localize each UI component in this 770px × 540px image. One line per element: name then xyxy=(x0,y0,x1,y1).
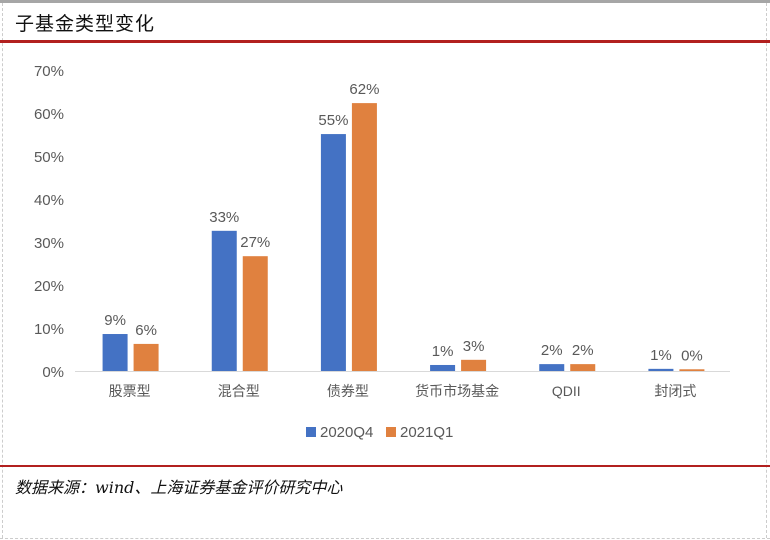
legend-label: 2020Q4 xyxy=(320,424,373,441)
bar-chart: 0% 10% 20% 30% 40% 50% 60% 70% 股票型 9% 6% 混合型 33%27% 债… xyxy=(34,63,730,441)
data-label: 1% xyxy=(432,343,454,360)
data-label: 9% xyxy=(104,312,126,329)
legend-swatch-2020Q4 xyxy=(306,427,316,437)
data-label: 6% xyxy=(135,322,157,339)
data-label: 2% xyxy=(541,342,563,359)
y-tick-label: 40% xyxy=(34,192,64,209)
y-tick-label: 0% xyxy=(42,364,64,381)
data-label: 0% xyxy=(681,347,703,364)
y-tick-label: 30% xyxy=(34,235,64,252)
source-note: 数据来源：wind、上海证券基金评价研究中心 xyxy=(15,478,343,497)
legend-swatch-2021Q1 xyxy=(386,427,396,437)
bar-2021Q1 xyxy=(133,343,159,371)
x-tick-label: 债券型 xyxy=(327,383,369,399)
data-label: 2% xyxy=(572,342,594,359)
data-label: 3% xyxy=(463,338,485,355)
left-border xyxy=(2,3,4,538)
bar-2021Q1 xyxy=(242,256,268,371)
bar-2020Q4 xyxy=(211,230,237,371)
y-tick-label: 10% xyxy=(34,321,64,338)
bar-2021Q1 xyxy=(570,364,596,371)
bar-2021Q1 xyxy=(461,359,487,371)
chart-title: 子基金类型变化 xyxy=(15,13,156,35)
right-border xyxy=(766,3,768,538)
y-tick-label: 60% xyxy=(34,106,64,123)
x-tick-label: 封闭式 xyxy=(654,383,696,399)
bar-2020Q4 xyxy=(320,134,346,371)
data-label: 62% xyxy=(349,81,379,98)
data-label: 27% xyxy=(240,234,270,251)
y-tick-label: 50% xyxy=(34,149,64,166)
top-border xyxy=(0,0,770,3)
x-tick-label: QDII xyxy=(552,383,581,399)
bar-2020Q4 xyxy=(539,364,565,371)
x-tick-label: 股票型 xyxy=(109,383,151,399)
bar-2021Q1 xyxy=(351,103,377,372)
bottom-border xyxy=(0,538,770,539)
legend-label: 2021Q1 xyxy=(400,424,453,441)
data-label: 55% xyxy=(318,112,348,129)
data-label: 33% xyxy=(209,209,239,226)
x-tick-label: 货币市场基金 xyxy=(415,383,499,399)
title-divider xyxy=(0,40,770,43)
data-label: 1% xyxy=(650,347,672,364)
bar-2020Q4 xyxy=(102,334,128,371)
source-divider xyxy=(0,465,770,467)
bar-2021Q1 xyxy=(679,369,705,371)
x-tick-label: 混合型 xyxy=(218,383,260,399)
bar-2020Q4 xyxy=(430,364,456,371)
y-tick-label: 20% xyxy=(34,278,64,295)
bar-2020Q4 xyxy=(648,368,674,371)
y-tick-label: 70% xyxy=(34,63,64,80)
